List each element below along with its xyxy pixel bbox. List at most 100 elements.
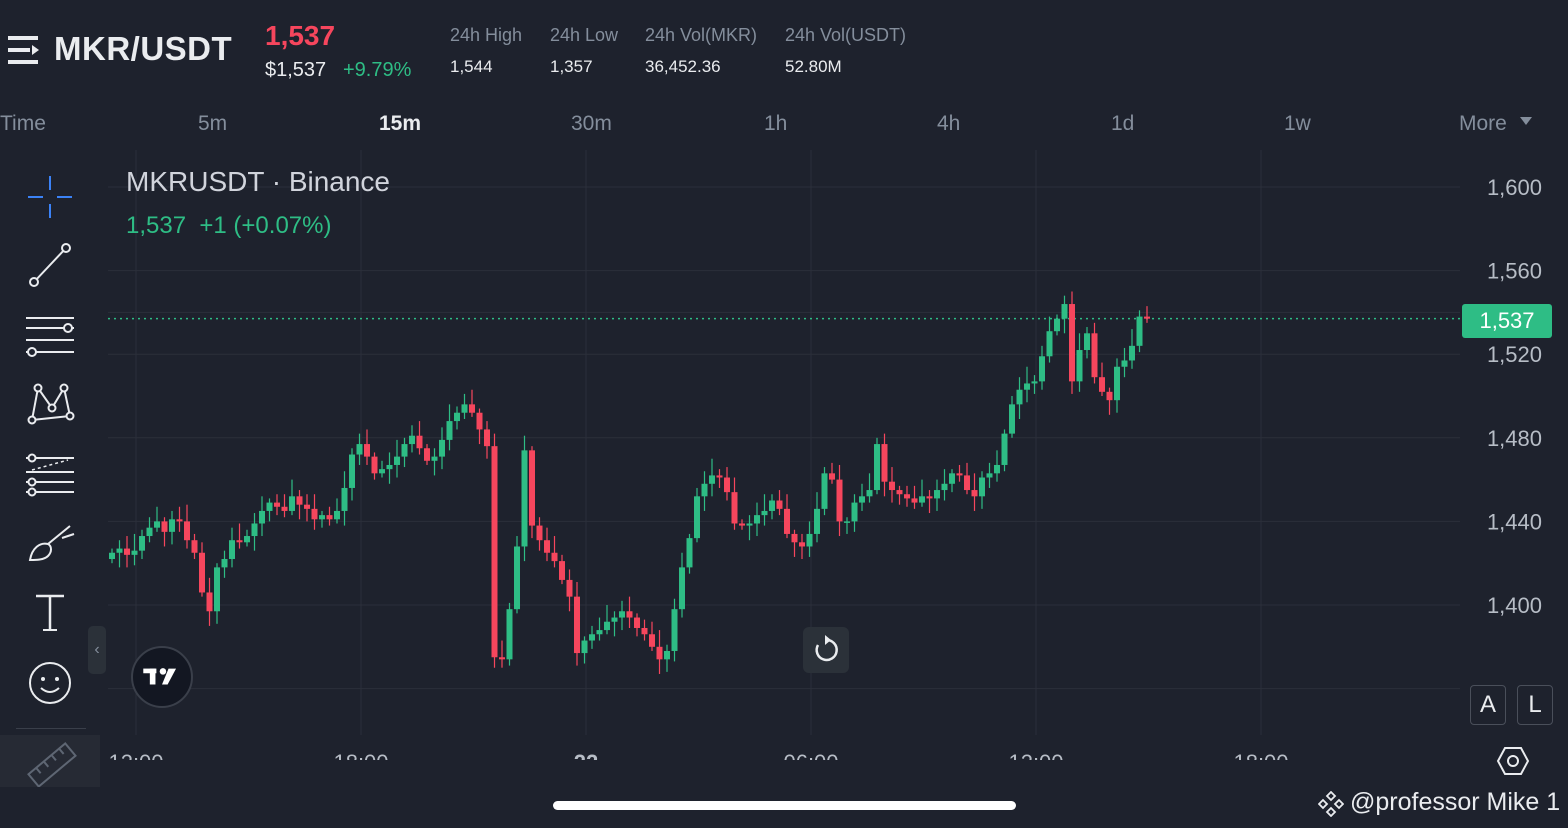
candle xyxy=(604,605,610,635)
candle xyxy=(229,527,235,568)
candle-body xyxy=(829,473,835,480)
candle-body xyxy=(559,561,565,580)
candle xyxy=(1091,322,1098,384)
candle-body xyxy=(244,536,250,543)
candle-body xyxy=(1129,345,1135,361)
candle-body xyxy=(439,439,445,457)
candle xyxy=(971,473,978,511)
candle-body xyxy=(1121,360,1128,367)
candle-body xyxy=(881,444,888,482)
trend-line-tool[interactable] xyxy=(22,240,78,290)
collapse-toolbar-button[interactable]: ‹ xyxy=(88,626,106,674)
tab-more[interactable]: More xyxy=(1459,112,1507,135)
candle xyxy=(154,506,160,532)
menu-icon[interactable] xyxy=(8,34,42,66)
chart-settings-icon[interactable] xyxy=(1496,744,1530,778)
candle-body xyxy=(476,412,483,430)
candle-body xyxy=(401,444,408,457)
text-icon xyxy=(36,594,64,631)
candle-body xyxy=(836,479,843,522)
candle-body xyxy=(694,496,700,539)
tab-1d[interactable]: 1d xyxy=(1111,112,1135,135)
candle xyxy=(859,483,865,511)
candle xyxy=(926,490,933,514)
emoji-tool[interactable] xyxy=(22,658,78,708)
caret-down-icon[interactable] xyxy=(1520,117,1532,125)
candle xyxy=(626,596,633,628)
price-tick-label: 1,400 xyxy=(1487,593,1542,618)
candle-body xyxy=(221,559,228,568)
text-tool[interactable] xyxy=(22,588,78,638)
candle xyxy=(664,644,670,672)
candle xyxy=(274,494,280,516)
candle xyxy=(754,502,760,537)
candle-body xyxy=(1024,383,1030,390)
candle xyxy=(161,517,168,547)
emoji-icon xyxy=(29,662,71,704)
candle xyxy=(221,550,228,578)
candle-body xyxy=(784,508,790,534)
candle xyxy=(994,450,1000,482)
candle-body xyxy=(941,483,948,491)
candle xyxy=(716,469,723,488)
candle xyxy=(1061,295,1068,334)
stat-24h-low-label: 24h Low xyxy=(550,25,619,45)
brush-tool[interactable] xyxy=(22,518,78,568)
tab-1w[interactable]: 1w xyxy=(1284,112,1311,135)
candle-body xyxy=(109,552,115,560)
candle-body xyxy=(289,496,295,511)
candle-body xyxy=(791,533,798,543)
candlestick-chart[interactable]: 1,600 1,560 1,520 1,480 1,440 1,400 12:00 18:0… xyxy=(0,140,1568,760)
candle xyxy=(416,421,423,455)
candle-body xyxy=(761,510,768,516)
candle xyxy=(476,408,483,445)
price-tick-label: 1,520 xyxy=(1487,342,1542,367)
candle xyxy=(1106,387,1113,415)
crosshair-tool[interactable] xyxy=(22,172,78,222)
reset-chart-button[interactable] xyxy=(803,627,849,673)
candle-body xyxy=(934,490,940,499)
stat-24h-high-value: 1,544 xyxy=(450,57,493,76)
auto-scale-button[interactable]: A xyxy=(1470,685,1506,725)
candle xyxy=(791,529,798,557)
pattern-tool[interactable] xyxy=(22,378,78,428)
candle xyxy=(251,513,258,551)
candle xyxy=(874,437,880,495)
tab-time[interactable]: Time xyxy=(0,112,46,135)
candle xyxy=(326,506,333,526)
tab-1h[interactable]: 1h xyxy=(764,112,788,135)
candle xyxy=(821,467,828,516)
time-tick-label: 12:00 xyxy=(1008,750,1063,760)
candle-body xyxy=(484,429,490,447)
log-scale-button[interactable]: L xyxy=(1517,685,1553,725)
stat-vol-usdt-label: 24h Vol(USDT) xyxy=(785,25,907,45)
candle-body xyxy=(124,548,130,555)
candle-body xyxy=(604,621,610,631)
candle-body xyxy=(679,567,685,610)
candle xyxy=(851,494,858,532)
candle-body xyxy=(394,456,400,465)
candle-body xyxy=(874,444,880,491)
candle-body xyxy=(266,502,273,511)
tab-15m[interactable]: 15m xyxy=(379,112,422,135)
fib-lines-tool[interactable] xyxy=(22,448,78,498)
horizontal-lines-tool[interactable] xyxy=(22,308,78,358)
candle-body xyxy=(686,538,693,568)
tab-30m[interactable]: 30m xyxy=(571,112,612,135)
tradingview-logo[interactable] xyxy=(131,646,193,708)
candle-body xyxy=(731,492,738,524)
candle xyxy=(649,621,655,651)
tab-5m[interactable]: 5m xyxy=(198,112,228,135)
candle-body xyxy=(214,567,220,612)
candle-body xyxy=(656,646,663,660)
candle xyxy=(1144,306,1150,323)
candle xyxy=(424,444,430,465)
tab-4h[interactable]: 4h xyxy=(937,112,961,135)
ruler-tool[interactable] xyxy=(0,735,100,788)
pair-selector[interactable]: MKR/USDT xyxy=(54,30,233,67)
candle xyxy=(289,479,295,516)
candle-body xyxy=(806,533,813,547)
candle-body xyxy=(161,521,168,532)
candle xyxy=(386,452,393,484)
candle xyxy=(334,498,340,524)
